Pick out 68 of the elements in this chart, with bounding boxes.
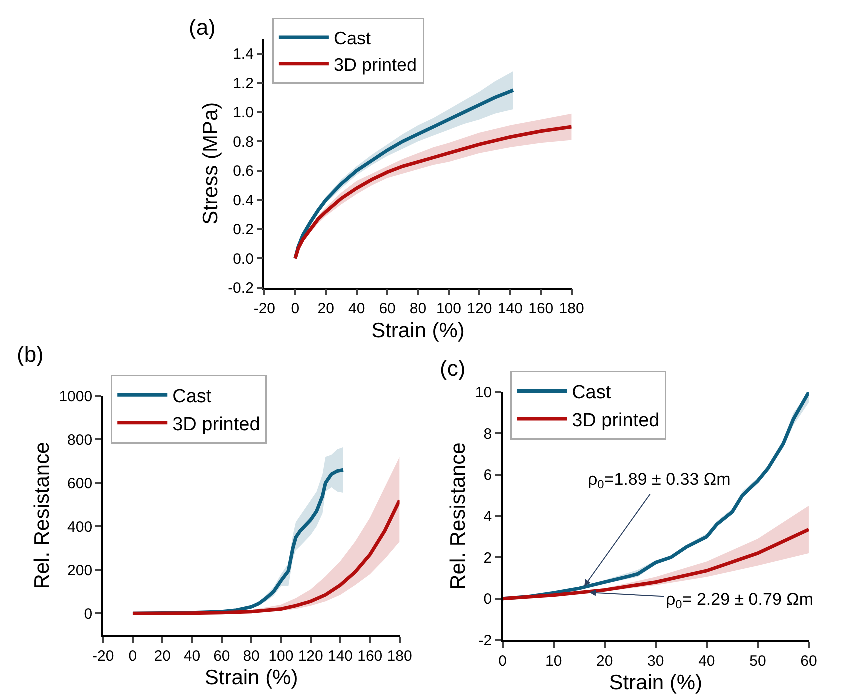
y-tick-label: 6 xyxy=(484,467,492,484)
x-tick-label: 60 xyxy=(379,300,396,318)
legend-label: 3D printed xyxy=(572,410,660,432)
x-tick-label: 120 xyxy=(298,648,324,666)
x-tick-label: -20 xyxy=(254,300,276,318)
x-axis-title: Strain (%) xyxy=(609,672,703,695)
chart-title: (b) xyxy=(17,342,44,367)
x-tick-label: 40 xyxy=(184,648,201,666)
x-tick-label: 20 xyxy=(318,300,334,318)
y-tick-label: -2 xyxy=(478,632,492,650)
y-tick-label: 0.6 xyxy=(233,163,254,180)
x-tick-label: 100 xyxy=(268,648,294,666)
x-tick-label: 80 xyxy=(410,300,427,318)
x-tick-label: 10 xyxy=(546,652,562,670)
x-tick-label: 180 xyxy=(559,300,584,318)
chart-title: (a) xyxy=(189,15,216,40)
y-tick-label: 0.0 xyxy=(233,250,254,268)
legend-label: 3D printed xyxy=(334,54,418,75)
chart-title: (c) xyxy=(440,356,466,381)
x-tick-label: -20 xyxy=(92,648,114,666)
y-tick-label: 8 xyxy=(484,426,492,443)
x-tick-label: 60 xyxy=(800,652,818,670)
y-tick-label: 10 xyxy=(475,384,492,402)
x-tick-label: 100 xyxy=(436,300,462,318)
y-tick-label: 200 xyxy=(68,562,93,580)
x-tick-label: 20 xyxy=(596,652,614,670)
x-axis-title: Strain (%) xyxy=(204,666,298,690)
x-tick-label: 20 xyxy=(154,648,171,666)
legend-label: 3D printed xyxy=(172,414,260,436)
y-tick-label: 0.2 xyxy=(233,222,254,239)
annotation: ρ$_{0}$=1.89 ± 0.33 Ωm xyxy=(588,470,731,492)
y-tick-label: 1000 xyxy=(59,388,93,406)
y-tick-label: 400 xyxy=(68,518,93,536)
y-tick-label: 0 xyxy=(484,591,492,608)
x-tick-label: 160 xyxy=(528,300,554,318)
x-tick-label: 0 xyxy=(291,300,300,318)
y-tick-label: 1.0 xyxy=(233,104,254,122)
x-tick-label: 40 xyxy=(698,652,716,670)
legend-label: Cast xyxy=(172,386,212,408)
y-tick-label: 800 xyxy=(68,432,93,449)
y-tick-label: 0.8 xyxy=(233,134,254,151)
y-axis-title: Stress (MPa) xyxy=(200,102,223,225)
x-tick-label: 50 xyxy=(750,652,766,670)
x-tick-label: 60 xyxy=(214,648,230,666)
y-tick-label: 600 xyxy=(68,475,93,492)
y-axis-title: Rel. Resistance xyxy=(447,442,470,590)
y-tick-label: 0.4 xyxy=(233,192,254,210)
annotation: ρ$_{0}$= 2.29 ± 0.79 Ωm xyxy=(666,590,814,612)
x-tick-label: 160 xyxy=(358,648,383,666)
x-tick-label: 80 xyxy=(243,648,260,666)
y-tick-label: 0 xyxy=(84,606,93,623)
y-tick-label: 2 xyxy=(484,550,492,567)
x-tick-label: 0 xyxy=(498,652,507,670)
x-tick-label: 0 xyxy=(128,648,138,666)
y-tick-label: 4 xyxy=(484,508,492,526)
legend-label: Cast xyxy=(334,28,371,48)
x-tick-label: 120 xyxy=(467,300,492,318)
x-tick-label: 140 xyxy=(498,300,523,318)
y-axis-title: Rel. Resistance xyxy=(30,442,54,590)
y-tick-label: 1.2 xyxy=(233,75,254,92)
legend-label: Cast xyxy=(572,382,612,404)
x-tick-label: 140 xyxy=(328,648,354,666)
x-tick-label: 30 xyxy=(648,652,664,670)
y-tick-label: -0.2 xyxy=(228,280,254,298)
x-tick-label: 180 xyxy=(387,648,412,666)
x-tick-label: 40 xyxy=(348,300,366,318)
x-axis-title: Strain (%) xyxy=(372,319,465,342)
y-tick-label: 1.4 xyxy=(233,46,254,64)
